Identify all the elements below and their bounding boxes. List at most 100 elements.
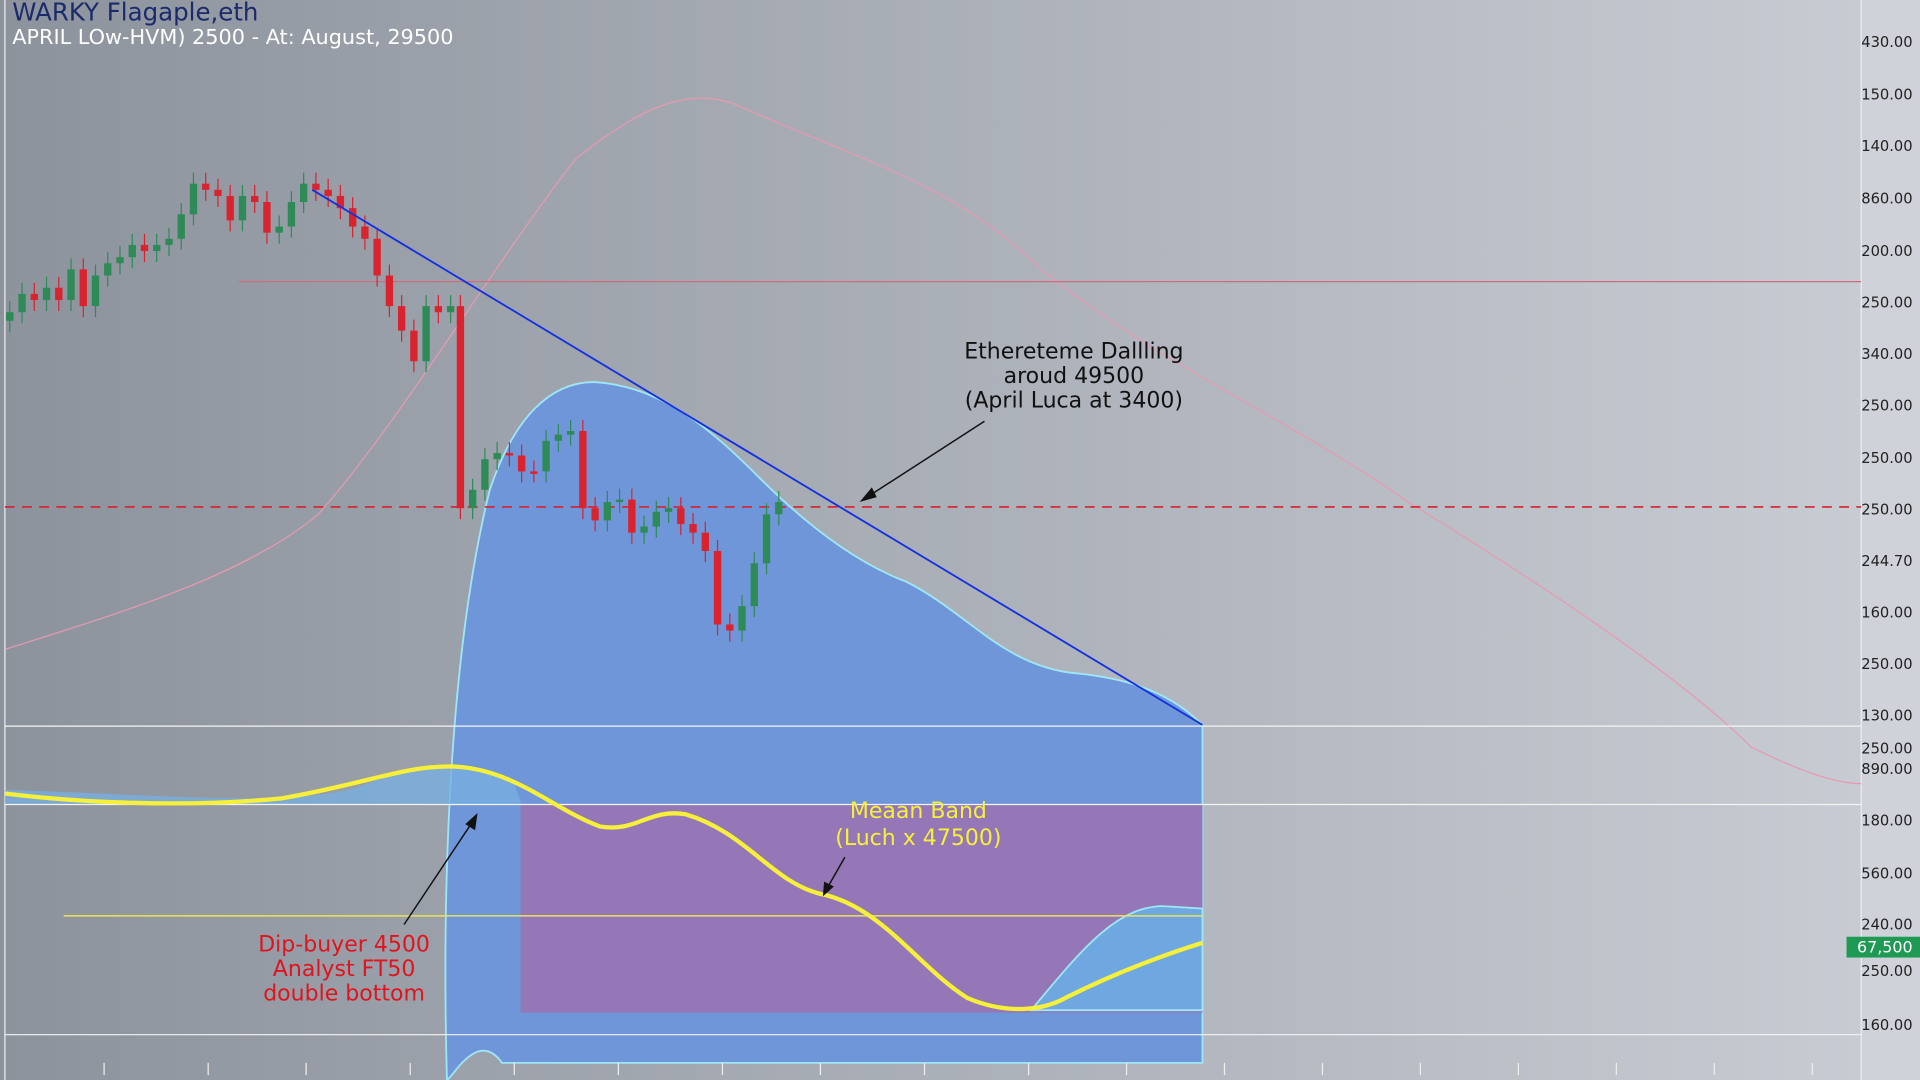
candle-body <box>677 508 685 525</box>
osc-area <box>4 767 522 805</box>
price-label: 200.00 <box>1861 243 1912 260</box>
candle-body <box>468 489 477 509</box>
price-label: 860.00 <box>1861 191 1912 208</box>
annotation-text: (Luch x 47500) <box>835 826 1001 851</box>
price-badge-bg <box>1846 936 1920 958</box>
title: WARKY Flagaple,eth <box>12 0 258 26</box>
candle-body <box>189 183 198 215</box>
annotation-text: (April Luca at 3400) <box>965 389 1183 414</box>
candle-body <box>640 526 648 533</box>
candle-body <box>373 238 381 276</box>
candle-body <box>603 502 612 521</box>
arrow-head <box>465 813 478 831</box>
candle-body <box>517 455 526 472</box>
candle-body <box>530 471 538 474</box>
candle-body <box>251 195 259 203</box>
arrow-head <box>822 881 834 897</box>
price-label: 240.00 <box>1861 917 1912 934</box>
candle-body <box>554 434 563 441</box>
candle-body <box>579 431 587 509</box>
mean-band-line <box>4 764 1204 1012</box>
annotation-text: Ethereteme Dallling <box>964 340 1183 365</box>
candle-body <box>385 275 394 307</box>
candle-body <box>42 287 51 300</box>
candle-body <box>263 202 271 233</box>
price-label: 250.00 <box>1861 398 1912 415</box>
subtitle: APRIL LOw-HVM) 2500 - At: August, 29500 <box>12 25 453 49</box>
time-ticks <box>103 1062 1813 1076</box>
candle-body <box>738 606 746 631</box>
price-label: 430.00 <box>1861 34 1912 51</box>
candle-body <box>750 563 758 607</box>
annotation-text: Meaan Band <box>850 799 987 824</box>
candle-body <box>18 293 26 313</box>
price-label: 250.00 <box>1861 656 1912 673</box>
annotation-text: aroud 49500 <box>1004 364 1145 389</box>
candle-body <box>324 189 332 196</box>
candle-body <box>300 183 308 203</box>
price-label: 250.00 <box>1861 450 1912 467</box>
price-label: 560.00 <box>1861 865 1912 882</box>
price-badge: 67,500 <box>1857 937 1913 956</box>
pink-curve <box>5 97 1862 785</box>
candle-body <box>434 306 443 313</box>
candle-body <box>214 189 222 196</box>
candle-body <box>6 312 14 321</box>
candle-body <box>615 499 624 503</box>
candle-body <box>226 195 234 221</box>
annotation-text: Dip-buyer 4500 <box>258 932 430 957</box>
arrow-head <box>859 487 877 503</box>
price-axis: 430.00 150.00 140.00 860.00 200.00 250.00 340.… <box>1861 34 1912 1034</box>
price-label: 140.00 <box>1861 138 1912 155</box>
trend-line <box>311 189 1203 726</box>
price-label: 340.00 <box>1861 346 1912 363</box>
candle-body <box>689 524 697 533</box>
candle-body <box>67 269 75 300</box>
candle-body <box>238 195 247 221</box>
candle-body <box>762 514 771 564</box>
price-label: 250.00 <box>1861 740 1912 757</box>
candle-body <box>312 183 320 190</box>
candle-body <box>153 244 161 252</box>
candle-body <box>140 244 149 252</box>
price-label: 250.00 <box>1861 295 1912 312</box>
price-label: 250.00 <box>1861 963 1912 980</box>
price-label: 890.00 <box>1861 761 1912 778</box>
candle-body <box>493 453 501 460</box>
candle-body <box>591 508 599 521</box>
candle-body <box>177 214 185 239</box>
price-label: 250.00 <box>1861 502 1912 519</box>
price-label: 150.00 <box>1861 87 1912 104</box>
candle-body <box>566 431 575 435</box>
candle-body <box>505 453 514 456</box>
candle-body <box>79 269 87 307</box>
candle-body <box>726 624 734 631</box>
price-label: 130.00 <box>1861 707 1912 724</box>
candle-body <box>128 244 136 258</box>
candle-body <box>202 183 210 190</box>
annotation-arrow <box>862 420 985 501</box>
candle-body <box>348 208 357 227</box>
candle-body <box>456 306 465 509</box>
annotation-arrow <box>403 817 476 925</box>
candle-body <box>104 263 112 276</box>
candle-body <box>336 195 345 209</box>
candle-body <box>275 226 283 233</box>
candle-body <box>664 508 673 512</box>
price-axis-panel <box>1861 0 1920 1080</box>
price-label: 180.00 <box>1861 813 1912 830</box>
candle-body <box>775 502 783 515</box>
candle-body <box>287 202 296 227</box>
candle-body <box>713 551 722 625</box>
candle-body <box>397 306 406 331</box>
candle-body <box>446 306 455 313</box>
candle-body <box>481 459 489 490</box>
candle-body <box>91 275 100 307</box>
price-label: 244.70 <box>1861 553 1912 570</box>
candle-body <box>55 287 63 300</box>
candle-body <box>116 257 124 264</box>
candle-body <box>542 440 550 472</box>
price-label: 160.00 <box>1861 604 1912 621</box>
annotation-text: double bottom <box>263 981 425 1006</box>
